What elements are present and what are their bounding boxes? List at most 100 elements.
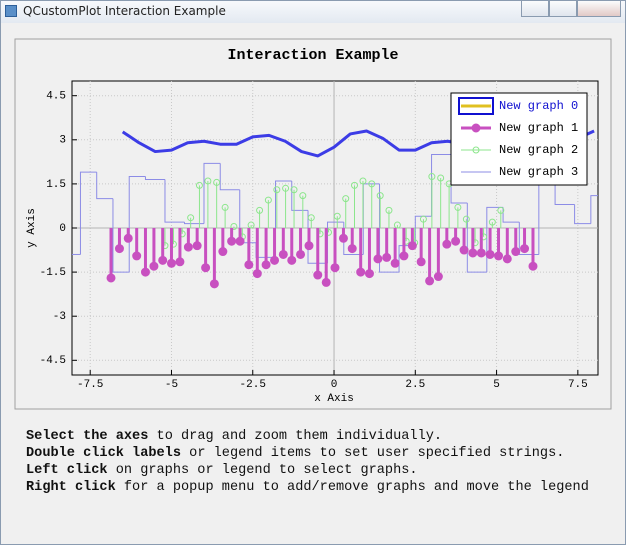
step-segment xyxy=(164,179,185,223)
impulse-marker xyxy=(256,206,264,214)
impulse-marker xyxy=(290,186,298,194)
impulse-marker xyxy=(511,247,521,257)
impulse-marker xyxy=(213,178,221,186)
close-button[interactable] xyxy=(577,1,621,17)
impulse-marker xyxy=(399,251,409,261)
legend-label: New graph 0 xyxy=(499,99,578,113)
instruction-emphasis: Double click labels xyxy=(26,446,181,461)
step-segment xyxy=(144,176,165,180)
step-segment xyxy=(219,163,240,191)
impulse-marker xyxy=(270,255,280,265)
impulse-marker xyxy=(227,236,237,246)
plot-widget[interactable]: Interaction Example x Axis y Axis -7.5 -5… xyxy=(1,1,625,421)
impulse-marker xyxy=(264,196,272,204)
impulse-marker xyxy=(356,267,366,277)
instruction-text: to drag and zoom them individually. xyxy=(148,429,443,444)
impulse-marker xyxy=(476,248,486,258)
impulse-marker xyxy=(368,180,376,188)
impulse-marker xyxy=(149,261,159,271)
impulse-marker xyxy=(313,270,323,280)
impulse-marker xyxy=(433,272,443,282)
impulse-marker xyxy=(442,239,452,249)
impulse-marker xyxy=(528,261,538,271)
x-axis-label[interactable]: x Axis xyxy=(314,393,354,405)
step-segment xyxy=(414,215,432,246)
y-tick-label: 0 xyxy=(59,223,66,235)
legend-label: New graph 3 xyxy=(499,165,578,179)
instruction-emphasis: Right click xyxy=(26,480,116,495)
step-segment xyxy=(554,180,575,205)
y-axis-label[interactable]: y Axis xyxy=(26,208,38,248)
impulse-marker xyxy=(106,273,116,283)
maximize-button[interactable] xyxy=(549,1,577,17)
impulse-marker xyxy=(195,181,203,189)
impulse-marker xyxy=(488,218,496,226)
impulse-marker xyxy=(244,260,254,270)
impulse-marker xyxy=(187,214,195,222)
impulse-marker xyxy=(282,184,290,192)
instruction-line: Left click on graphs or legend to select… xyxy=(26,462,589,479)
step-segment xyxy=(574,204,591,225)
window-title: QCustomPlot Interaction Example xyxy=(23,4,226,18)
impulse-marker xyxy=(209,279,219,289)
impulse-marker xyxy=(278,249,288,259)
step-segment xyxy=(183,222,204,225)
impulse-marker xyxy=(192,241,202,251)
impulse-marker xyxy=(321,277,331,287)
impulse-marker xyxy=(166,258,176,268)
x-tick-label: 7.5 xyxy=(568,379,588,391)
x-tick-label: 5 xyxy=(493,379,500,391)
impulse-marker xyxy=(287,255,297,265)
step-segment xyxy=(203,162,221,224)
title-bar: QCustomPlot Interaction Example xyxy=(1,1,625,23)
instruction-line: Right click for a popup menu to add/remo… xyxy=(26,479,589,496)
impulse-marker xyxy=(140,267,150,277)
impulse-marker xyxy=(497,206,505,214)
step-segment xyxy=(590,195,598,224)
impulse-marker xyxy=(296,249,306,259)
chart-title[interactable]: Interaction Example xyxy=(227,47,398,64)
app-icon xyxy=(5,5,17,17)
impulse-marker xyxy=(158,255,168,265)
impulse-marker xyxy=(252,269,262,279)
impulse-marker xyxy=(462,215,470,223)
impulse-marker xyxy=(451,236,461,246)
impulse-marker xyxy=(273,186,281,194)
instruction-emphasis: Select the axes xyxy=(26,429,149,444)
impulse-marker xyxy=(382,252,392,262)
x-tick-label: 2.5 xyxy=(405,379,425,391)
impulse-marker xyxy=(230,223,238,231)
impulse-marker xyxy=(407,241,417,251)
x-tick-label: -5 xyxy=(165,379,178,391)
y-tick-label: 3 xyxy=(59,135,66,147)
x-tick-label: -2.5 xyxy=(240,379,266,391)
impulse-marker xyxy=(114,244,124,254)
step-segment xyxy=(79,171,97,255)
impulse-marker xyxy=(385,206,393,214)
y-tick-label: 1.5 xyxy=(46,179,66,191)
impulse-marker xyxy=(247,221,255,229)
y-tick-label: 4.5 xyxy=(46,91,66,103)
impulse-marker xyxy=(351,181,359,189)
impulse-marker xyxy=(261,260,271,270)
impulse-marker xyxy=(338,233,348,243)
impulse-marker xyxy=(175,257,185,267)
impulse-marker xyxy=(347,244,357,254)
step-segment xyxy=(96,172,113,200)
instruction-text: or legend items to set user specified st… xyxy=(181,446,565,461)
impulse-marker xyxy=(221,203,229,211)
impulse-marker xyxy=(364,269,374,279)
step-segment xyxy=(486,206,504,273)
legend-selection xyxy=(458,97,494,115)
legend-marker xyxy=(472,146,480,154)
impulse-marker xyxy=(428,173,436,181)
y-tick-label: -1.5 xyxy=(40,267,66,279)
impulse-marker xyxy=(390,258,400,268)
minimize-button[interactable] xyxy=(521,1,549,17)
instructions: Select the axes to drag and zoom them in… xyxy=(26,428,589,496)
instruction-emphasis: Left click xyxy=(26,463,108,478)
impulse-marker xyxy=(494,251,504,261)
instruction-text: for a popup menu to add/remove graphs an… xyxy=(115,480,589,495)
impulse-marker xyxy=(218,247,228,257)
